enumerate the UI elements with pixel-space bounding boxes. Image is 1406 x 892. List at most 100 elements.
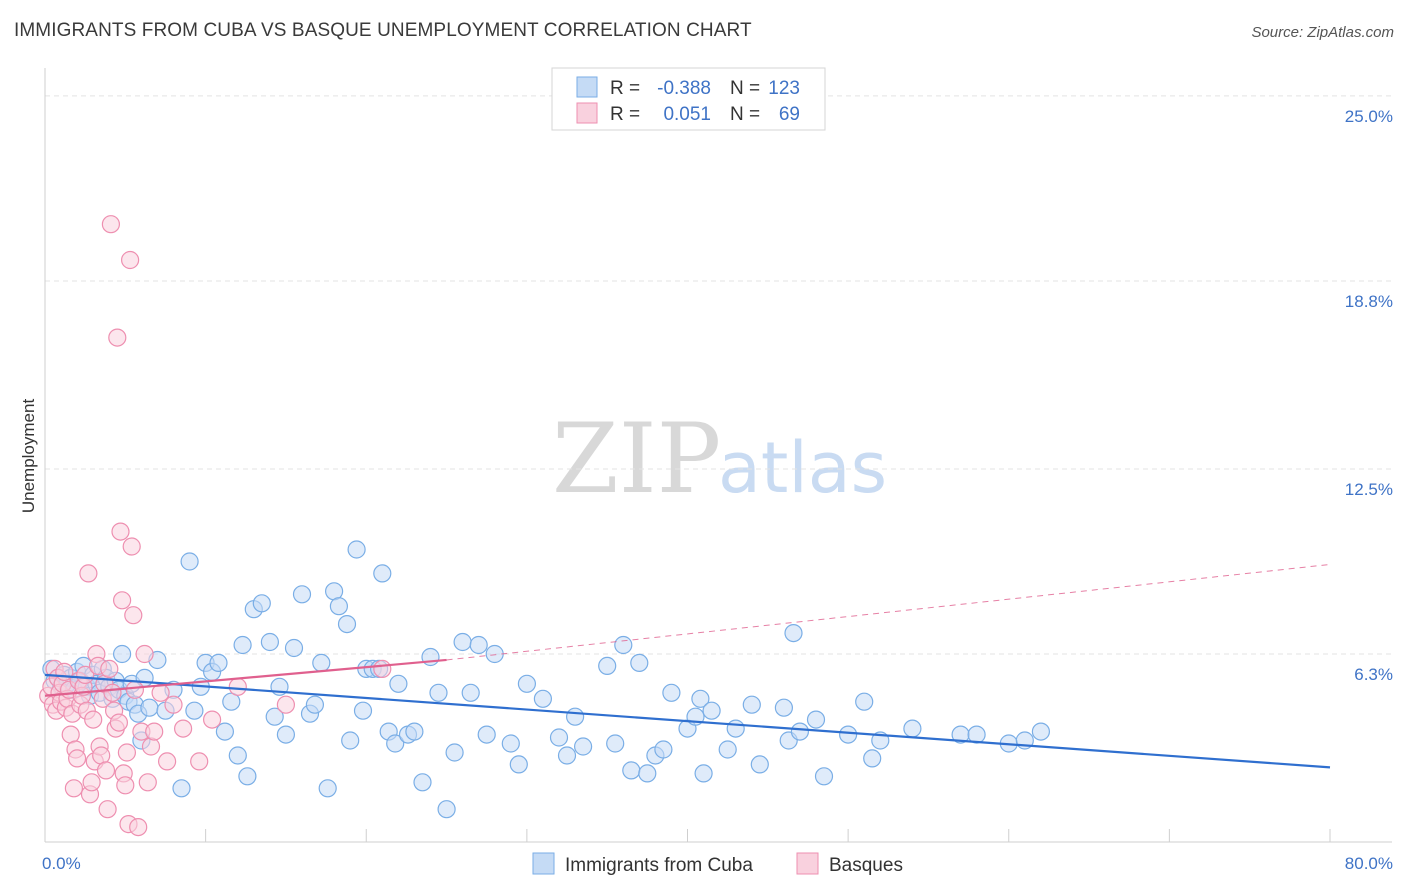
point-s0-108: [750, 755, 769, 774]
point-s1-24: [79, 564, 98, 583]
point-s0-95: [630, 653, 649, 673]
point-s1-39: [103, 683, 122, 702]
point-s0-72: [405, 722, 424, 741]
point-s0-103: [694, 764, 713, 783]
point-s0-47: [252, 594, 271, 613]
point-s0-94: [622, 761, 641, 780]
series-legend-swatch-basques: [796, 852, 819, 875]
series-legend-label-basques: Basques: [829, 855, 903, 876]
axes: [44, 68, 1392, 843]
point-s0-121: [967, 725, 986, 744]
legend-r-label-1: R =: [610, 78, 640, 99]
point-s0-52: [284, 638, 304, 658]
point-s1-36: [98, 800, 117, 819]
point-s0-62: [347, 540, 366, 559]
point-s0-109: [774, 698, 794, 717]
point-s1-26: [82, 773, 101, 792]
point-s0-48: [260, 632, 279, 652]
y-tick-label-2: 18.8%: [1345, 292, 1393, 311]
point-s0-55: [305, 695, 324, 714]
point-s1-64: [190, 752, 209, 771]
series-legend: Immigrants from Cuba Basques: [532, 852, 903, 876]
point-s0-49: [265, 707, 284, 726]
y-tick-label-0: 6.3%: [1354, 665, 1393, 684]
point-s1-38: [101, 215, 121, 234]
point-s0-73: [413, 773, 432, 792]
point-s0-89: [565, 707, 585, 726]
point-s1-45: [112, 591, 132, 610]
y-tick-label-3: 25.0%: [1345, 107, 1393, 126]
point-s0-53: [292, 585, 312, 604]
point-s0-105: [718, 740, 737, 759]
point-s0-22: [112, 644, 132, 664]
point-s0-82: [485, 644, 504, 664]
point-s0-111: [784, 623, 803, 643]
point-s0-116: [855, 692, 874, 711]
x-tick-label-0: 0.0%: [42, 854, 81, 873]
point-s1-68: [373, 659, 392, 679]
data-points: [39, 215, 1051, 837]
point-s1-61: [158, 752, 177, 771]
point-s0-88: [557, 746, 577, 765]
point-s1-47: [116, 776, 135, 795]
point-s1-43: [109, 713, 129, 732]
point-s1-35: [96, 761, 116, 780]
point-s0-80: [469, 635, 488, 655]
stats-legend: R = -0.388 N = 123 R = 0.051 N = 69: [551, 67, 826, 131]
point-s0-61: [341, 731, 360, 750]
point-s1-62: [164, 695, 183, 714]
series-0-points: [42, 540, 1051, 819]
point-s0-41: [215, 722, 234, 741]
series-legend-swatch-cuba: [532, 852, 555, 875]
legend-swatch-basques: [576, 102, 598, 124]
legend-r-label-2: R =: [610, 104, 640, 125]
gridlines: [45, 95, 1395, 655]
point-s0-104: [702, 701, 721, 720]
point-s1-50: [121, 250, 140, 270]
point-s0-34: [172, 779, 191, 798]
trend-line-1: [44, 658, 447, 697]
y-axis-label: Unemployment: [19, 399, 38, 514]
point-s0-91: [598, 656, 617, 676]
point-s1-52: [124, 606, 143, 625]
point-s1-53: [125, 680, 144, 699]
y-tick-label-1: 12.5%: [1345, 480, 1393, 499]
point-s0-93: [614, 635, 633, 655]
point-s0-56: [312, 653, 331, 673]
point-s0-57: [318, 779, 337, 798]
point-s0-70: [389, 674, 408, 693]
point-s0-117: [863, 749, 882, 768]
point-s0-35: [180, 552, 199, 571]
point-s0-102: [691, 689, 710, 708]
series-1-points: [39, 215, 392, 837]
series-legend-label-cuba: Immigrants from Cuba: [565, 855, 753, 876]
point-s0-112: [790, 722, 810, 741]
point-s1-57: [138, 773, 157, 792]
point-s0-113: [806, 710, 826, 729]
point-s1-65: [203, 710, 222, 729]
point-s0-107: [742, 695, 761, 714]
point-s0-96: [638, 764, 657, 783]
x-tick-label-1: 80.0%: [1345, 854, 1393, 873]
point-s0-119: [903, 719, 922, 738]
chart-source: Source: ZipAtlas.com: [1251, 24, 1394, 41]
point-s0-45: [238, 767, 257, 786]
watermark-atlas: atlas: [718, 427, 887, 509]
x-tick-labels: 0.0% 80.0%: [42, 854, 1393, 873]
legend-n-value-1: 123: [768, 78, 800, 99]
point-s0-76: [437, 800, 456, 819]
point-s0-60: [337, 614, 357, 634]
point-s0-63: [353, 701, 373, 720]
point-s0-85: [517, 674, 537, 693]
point-s1-44: [111, 522, 130, 541]
point-s1-15: [64, 779, 84, 798]
point-s0-59: [329, 597, 348, 616]
point-s0-81: [477, 725, 496, 744]
legend-r-value-1: -0.388: [657, 78, 711, 99]
legend-n-value-2: 69: [779, 104, 800, 125]
point-s0-99: [662, 683, 681, 702]
point-s1-42: [108, 328, 127, 347]
watermark: ZIP atlas: [552, 403, 887, 515]
point-s0-98: [654, 740, 673, 759]
